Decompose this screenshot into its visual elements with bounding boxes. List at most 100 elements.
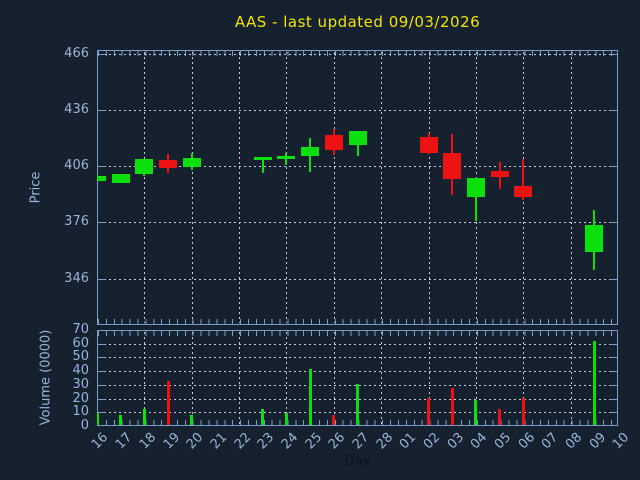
price-pane-minor-ticks-bottom: [98, 319, 617, 324]
volume-bar-up: [284, 412, 288, 425]
day-tick-label: 26: [326, 430, 349, 453]
price-tick-label: 466: [64, 45, 89, 61]
candle-wick: [285, 152, 288, 166]
volume-tick-mark: [98, 384, 105, 386]
volume-bar-down: [521, 397, 525, 425]
volume-v-gridline: [333, 332, 335, 424]
day-tick-label: 25: [302, 430, 325, 453]
day-tick-label: 20: [184, 430, 207, 453]
volume-tick-label: 30: [72, 376, 89, 392]
price-pane: [97, 50, 618, 325]
day-tick-label: 18: [136, 430, 159, 453]
volume-gridline: [99, 371, 616, 373]
volume-tick-mark: [610, 412, 617, 414]
volume-tick-mark: [98, 357, 105, 359]
price-tick-mark: [610, 166, 617, 167]
volume-bar-up: [356, 383, 359, 425]
volume-tick-mark: [98, 398, 105, 400]
price-v-gridline: [144, 52, 146, 323]
volume-v-gridline: [286, 332, 288, 424]
price-tick-mark: [610, 278, 617, 280]
volume-tick-mark: [98, 343, 105, 345]
day-axis-label: Day: [344, 454, 371, 469]
volume-bar-up: [119, 415, 123, 425]
day-tick-label: 01: [397, 430, 420, 453]
candle-wick: [474, 178, 477, 222]
day-tick-label: 10: [610, 430, 633, 453]
volume-bar-up: [474, 400, 478, 425]
candle-body-up: [585, 225, 604, 253]
price-tick-mark: [98, 53, 105, 55]
volume-pane-minor-ticks-top: [98, 331, 617, 336]
price-tick-label: 376: [64, 214, 89, 230]
price-gridline: [99, 166, 616, 167]
volume-bar-up: [592, 341, 596, 425]
price-tick-mark: [98, 222, 105, 224]
price-v-gridline: [381, 52, 383, 323]
volume-tick-label: 0: [80, 418, 89, 433]
volume-bar-up: [308, 368, 312, 425]
day-tick-label: 05: [491, 430, 515, 453]
price-v-gridline: [570, 52, 572, 323]
day-tick-label: 16: [89, 430, 112, 453]
candle-body-up: [301, 147, 320, 156]
volume-tick-mark: [610, 343, 617, 345]
candle-body-down: [490, 170, 509, 178]
day-tick-label: 22: [231, 430, 254, 453]
volume-v-gridline: [428, 332, 430, 424]
volume-tick-label: 40: [72, 363, 89, 379]
price-tick-mark: [98, 166, 105, 167]
candle-body-up: [111, 173, 130, 183]
price-tick-mark: [610, 109, 617, 111]
volume-tick-mark: [610, 357, 617, 359]
volume-bar-up: [97, 412, 99, 425]
volume-bar-down: [498, 408, 502, 425]
price-tick-label: 406: [64, 158, 89, 173]
volume-tick-mark: [98, 412, 105, 414]
volume-v-gridline: [191, 332, 193, 424]
candle-wick: [261, 156, 264, 173]
day-tick-label: 04: [468, 430, 491, 453]
day-tick-label: 19: [160, 430, 183, 453]
volume-v-gridline: [475, 332, 477, 424]
volume-pane: [97, 330, 618, 426]
volume-bar-up: [142, 408, 146, 425]
volume-bar-down: [166, 381, 170, 425]
volume-v-gridline: [239, 332, 241, 424]
price-v-gridline: [333, 52, 335, 323]
volume-v-gridline: [381, 332, 383, 424]
volume-tick-label: 20: [72, 390, 89, 406]
day-tick-label: 06: [515, 430, 538, 453]
day-tick-label: 02: [420, 430, 444, 453]
volume-tick-label: 10: [72, 404, 89, 420]
price-pane-frame: [97, 50, 618, 325]
price-v-gridline: [239, 52, 241, 323]
day-tick-label: 28: [373, 430, 396, 453]
candle-wick: [522, 158, 525, 200]
price-gridline: [99, 278, 616, 280]
candle-body-down: [443, 152, 462, 180]
price-gridline: [99, 222, 616, 224]
volume-bar-down: [332, 415, 336, 425]
candle-body-up: [277, 155, 296, 159]
candle-body-up: [348, 131, 367, 146]
day-tick-label: 27: [349, 430, 373, 453]
price-v-gridline: [428, 52, 430, 323]
chart-title: AAS - last updated 09/03/2026: [234, 13, 481, 31]
day-tick-label: 03: [444, 430, 467, 453]
volume-bar-up: [261, 408, 265, 425]
volume-v-gridline: [144, 332, 146, 424]
volume-gridline: [99, 357, 616, 359]
volume-bar-up: [190, 415, 194, 425]
price-v-gridline: [286, 52, 288, 323]
price-tick-mark: [98, 109, 105, 111]
day-tick-label: 08: [562, 430, 586, 453]
volume-bar-down: [427, 397, 431, 425]
volume-tick-mark: [610, 371, 617, 373]
price-tick-label: 436: [64, 101, 89, 117]
price-tick-mark: [610, 53, 617, 55]
day-tick-label: 21: [207, 430, 231, 453]
candle-body-up: [253, 156, 272, 160]
volume-tick-label: 50: [72, 349, 89, 365]
